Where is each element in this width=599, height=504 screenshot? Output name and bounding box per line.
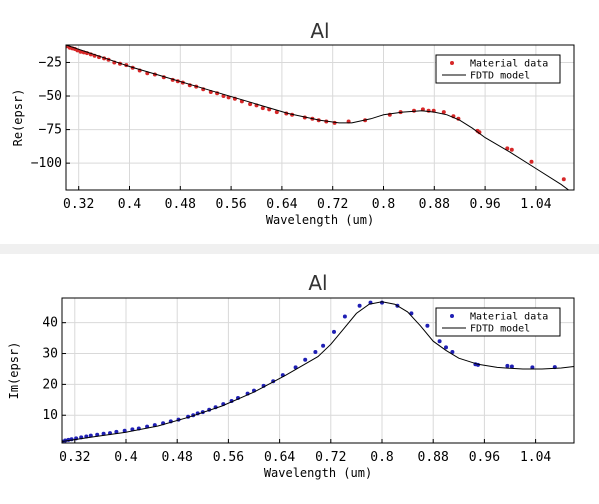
x-tick-label: 0.64: [264, 450, 295, 465]
legend-marker: [450, 61, 454, 65]
material-data-point: [509, 147, 514, 152]
x-axis-label: Wavelength (um): [264, 466, 372, 480]
material-data-point: [437, 339, 442, 344]
y-axis-label: Re(epsr): [11, 89, 25, 147]
y-tick-label: 40: [42, 316, 58, 331]
x-tick-label: 0.32: [63, 197, 94, 212]
material-data-point: [313, 350, 318, 354]
material-data-point: [342, 314, 347, 319]
re-epsr-chart: Al 0.32 0.4 0.48 0.56 0.64 0.72 0.8 0.88 0.96 1.04…: [11, 19, 575, 227]
y-axis-label: Im(epsr): [7, 342, 21, 400]
material-data-point: [321, 343, 326, 348]
y-tick-label: −50: [39, 89, 62, 104]
material-data-point: [530, 365, 535, 370]
material-data-point: [426, 108, 431, 113]
x-tick-label: 0.4: [118, 197, 142, 212]
legend-label: FDTD model: [470, 324, 530, 335]
material-data-point: [441, 110, 446, 115]
material-data-point: [529, 159, 534, 164]
fdtd-model-line: [66, 45, 570, 190]
chart-title: Al: [310, 19, 329, 43]
y-tick-label: 20: [42, 377, 58, 392]
material-data-point: [303, 357, 308, 362]
x-tick-label: 0.88: [418, 450, 449, 465]
chart-title: Al: [308, 271, 327, 295]
x-tick-label: 0.88: [419, 197, 450, 212]
material-data-point: [505, 363, 510, 368]
material-data-point: [357, 303, 362, 308]
x-tick-label: 0.56: [215, 197, 246, 212]
x-tick-label: 1.04: [520, 450, 551, 465]
divider: [0, 244, 599, 254]
x-tick-label: 0.4: [114, 450, 138, 465]
material-data-point: [274, 110, 279, 115]
legend-box: [435, 54, 561, 84]
material-data-point: [477, 130, 482, 135]
im-epsr-chart: Al 0.32 0.4 0.48 0.56 0.64 0.72 0.8 0.88 0.96 1.04…: [7, 271, 575, 480]
legend-box: [435, 307, 561, 337]
material-data-point: [260, 106, 265, 111]
x-tick-label: 0.72: [317, 197, 348, 212]
legend-label: Material data: [470, 59, 548, 70]
x-tick-label: 0.8: [370, 450, 393, 465]
x-tick-label: 0.48: [162, 450, 193, 465]
y-tick-label: −25: [39, 55, 62, 70]
material-data-point: [509, 364, 514, 369]
material-data-point: [122, 428, 127, 433]
material-data-point: [450, 350, 455, 354]
legend-label: FDTD model: [470, 71, 530, 82]
x-tick-label: 1.04: [520, 197, 551, 212]
material-data-point: [101, 431, 106, 436]
y-tick-label: 10: [42, 408, 58, 423]
material-data-point: [88, 433, 93, 438]
plot-frame: [61, 297, 575, 444]
x-axis-label: Wavelength (um): [266, 213, 374, 227]
legend-label: Material data: [470, 312, 548, 323]
x-tick-label: 0.56: [213, 450, 244, 465]
legend-marker: [450, 314, 454, 318]
material-data-point: [425, 323, 430, 328]
x-tick-label: 0.48: [165, 197, 196, 212]
x-tick-label: 0.96: [469, 450, 500, 465]
y-tick-label: 30: [42, 347, 58, 362]
x-tick-label: 0.8: [372, 197, 395, 212]
material-data-point: [114, 429, 119, 434]
x-tick-label: 0.32: [59, 450, 90, 465]
x-tick-label: 0.72: [315, 450, 346, 465]
plot-frame: [65, 44, 575, 191]
material-data-point: [248, 102, 253, 107]
y-tick-label: −75: [39, 123, 62, 138]
y-tick-label: −100: [31, 156, 62, 171]
x-tick-label: 0.64: [266, 197, 297, 212]
x-tick-label: 0.96: [469, 197, 500, 212]
fdtd-model-line: [62, 301, 574, 442]
material-data-point: [561, 177, 566, 182]
material-data-point: [332, 329, 336, 334]
material-data-point: [444, 345, 448, 350]
